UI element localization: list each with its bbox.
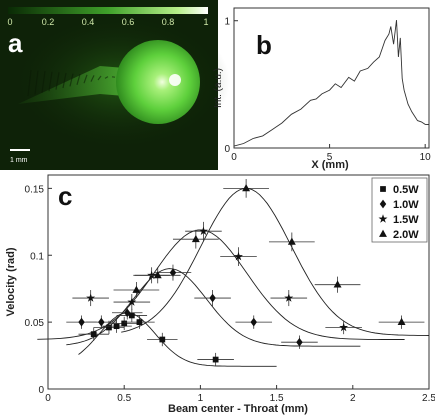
panel-c-ytick-label: 0.05: [25, 318, 45, 329]
data-point-1.5W: [234, 251, 243, 261]
data-point-1.5W: [199, 226, 208, 235]
panel-b-xtick-label: 0: [231, 152, 237, 163]
panel-c-fit-curves: [37, 188, 430, 367]
colorbar-tick-label: 0: [7, 17, 12, 27]
colorbar-ticks: 0 0.2 0.4 0.6 0.8 1: [7, 17, 208, 27]
panel-b-label: b: [256, 30, 272, 60]
data-point-1.0W: [169, 268, 177, 277]
legend-marker-2.0W: [379, 229, 387, 237]
panel-b: 0 5 10 0 1 X (mm) Int. (a.u.) b: [213, 7, 431, 171]
fringe-line: [62, 72, 67, 89]
legend-marker-1.5W: [378, 214, 388, 223]
data-point-1.5W: [127, 297, 137, 306]
panel-b-ytick-label: 0: [224, 144, 230, 155]
panel-c-label: c: [58, 181, 72, 211]
data-point-2.0W: [242, 184, 251, 192]
data-point-0.5W: [128, 312, 135, 319]
fit-curve-1.0W: [66, 268, 361, 347]
colorbar-tick-label: 0.4: [82, 17, 95, 27]
fit-curve-2.0W: [121, 188, 430, 336]
data-point-1.0W: [209, 293, 216, 303]
panel-a-hotspot: [169, 74, 181, 86]
panel-c-xlabel: Beam center - Throat (mm): [168, 403, 308, 415]
panel-c-xtick-label: 1.5: [270, 393, 284, 404]
fringe-line: [69, 73, 74, 87]
fringe-line: [55, 72, 60, 90]
data-point-2.0W: [287, 237, 296, 245]
panel-b-ylabel: Int. (a.u.): [213, 68, 224, 108]
scalebar-label: 1 mm: [10, 157, 28, 164]
fringe-line: [27, 69, 32, 97]
data-point-1.5W: [284, 293, 294, 302]
panel-c-xtick-label: 0.5: [117, 393, 131, 404]
panel-a-disc: [116, 40, 200, 124]
data-point-1.5W: [86, 293, 96, 302]
panel-c-xtick-label: 1: [198, 393, 204, 404]
data-point-0.5W: [90, 331, 97, 338]
fringe-line: [34, 70, 39, 95]
data-point-0.5W: [106, 324, 112, 331]
data-point-1.0W: [78, 317, 85, 327]
data-point-0.5W: [212, 356, 219, 363]
legend-label: 1.0W: [393, 199, 419, 211]
data-point-2.0W: [191, 234, 200, 243]
fringe-line: [90, 75, 95, 82]
data-point-2.0W: [333, 280, 342, 288]
panel-c-xtick-label: 2.5: [422, 393, 435, 404]
legend-label: 2.0W: [393, 229, 419, 241]
panel-c-legend: 0.5W 1.0W 1.5W 2.0W: [371, 177, 428, 243]
panel-b-ticks: 0 5 10 0 1: [224, 17, 431, 163]
data-point-1.0W: [296, 337, 303, 347]
panel-c-ytick-label: 0.1: [30, 251, 44, 262]
panel-a-label: a: [8, 28, 23, 58]
data-point-0.5W: [113, 323, 120, 330]
data-point-1.5W: [147, 270, 157, 280]
legend-label: 1.5W: [393, 214, 419, 226]
data-point-1.5W: [339, 322, 349, 332]
data-point-1.0W: [124, 308, 131, 318]
colorbar-tick-label: 0.8: [162, 17, 175, 27]
legend-label: 0.5W: [393, 184, 419, 196]
legend-marker-0.5W: [380, 186, 386, 192]
fit-curve-1.5W: [37, 229, 405, 340]
fringe-line: [41, 71, 46, 93]
fringe-line: [83, 74, 88, 84]
fit-curve-0.5W: [78, 312, 277, 367]
colorbar-tick-label: 0.6: [122, 17, 135, 27]
panel-c-frame: [47, 174, 430, 390]
panel-a: 0 0.2 0.4 0.6 0.8 1 a 1 mm: [0, 0, 230, 170]
panel-b-xlabel: X (mm): [311, 159, 349, 171]
panel-c-points: [66, 179, 425, 367]
data-point-2.0W: [397, 317, 406, 326]
fringe-line: [104, 76, 109, 79]
panel-c: 0 0.5 1 1.5 2 2.5 0 0.05 0.1 0.15 Beam center - T…: [5, 174, 435, 415]
panel-b-xtick-label: 5: [327, 152, 333, 163]
panel-c-xtick-label: 0: [45, 393, 51, 404]
data-point-0.5W: [121, 320, 128, 327]
data-point-1.0W: [250, 317, 257, 327]
panel-c-ytick-label: 0: [38, 385, 44, 396]
panel-b-series-line: [233, 20, 430, 147]
colorbar-tick-label: 1: [203, 17, 208, 27]
panel-c-ylabel: Velocity (rad): [5, 247, 17, 316]
panel-b-ytick-label: 1: [224, 17, 230, 28]
panel-c-ticks: 0 0.5 1 1.5 2 2.5 0 0.05 0.1 0.15: [25, 184, 435, 404]
colorbar-tick-label: 0.2: [42, 17, 55, 27]
data-point-2.0W: [132, 285, 141, 293]
panel-c-xtick-label: 2: [350, 393, 356, 404]
data-point-1.0W: [98, 317, 105, 327]
fringe-line: [48, 71, 53, 92]
panel-b-frame: [233, 7, 430, 149]
data-point-0.5W: [159, 336, 166, 343]
colorbar: [8, 7, 208, 14]
fringe-line: [76, 74, 81, 85]
fringe-line: [97, 75, 102, 81]
legend-marker-1.0W: [379, 199, 387, 209]
panel-c-ytick-label: 0.15: [25, 184, 45, 195]
data-point-0.5W: [136, 319, 143, 326]
panel-a-fringes: [27, 69, 123, 97]
panel-b-xtick-label: 10: [420, 152, 432, 163]
data-point-2.0W: [153, 270, 162, 279]
